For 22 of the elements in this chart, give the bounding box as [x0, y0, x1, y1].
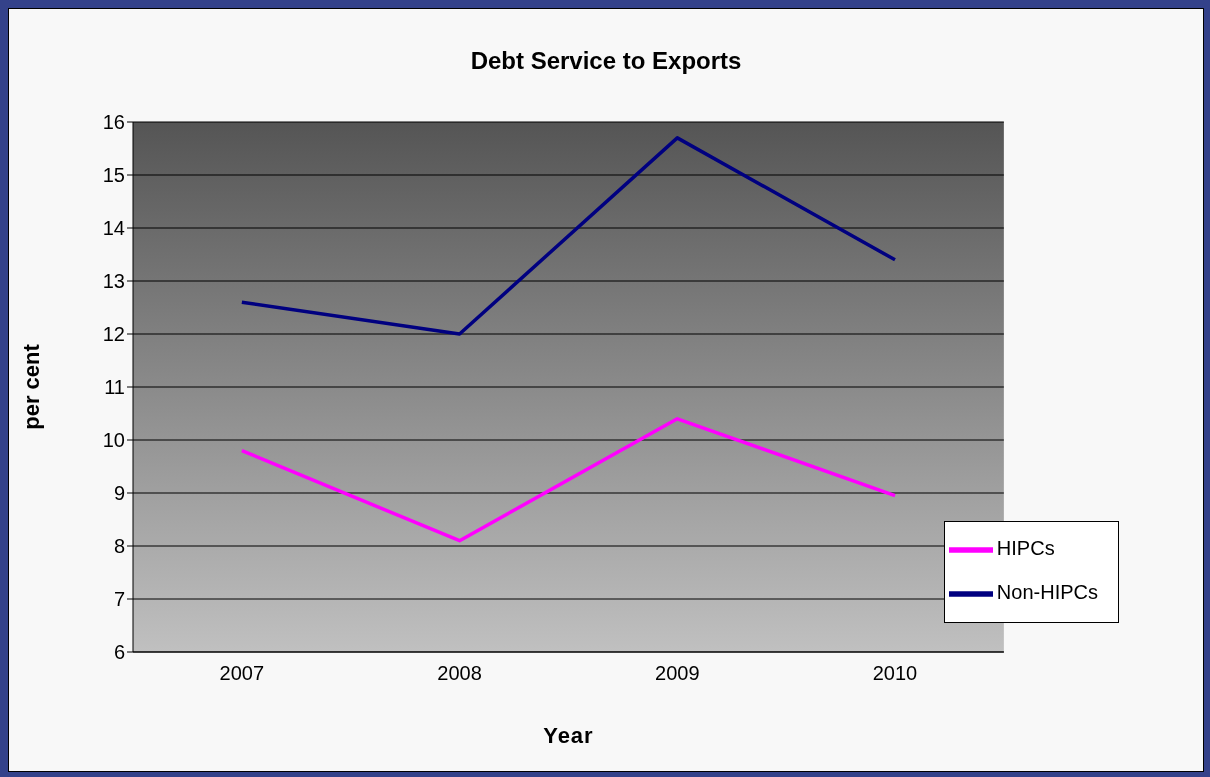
- y-tick-label: 14: [102, 217, 125, 240]
- y-tick-label: 15: [102, 164, 125, 187]
- y-tick-label: 12: [102, 323, 125, 346]
- chart-title: Debt Service to Exports: [469, 47, 743, 75]
- x-tick-label: 2009: [655, 662, 700, 685]
- y-tick-label: 8: [113, 535, 125, 558]
- y-axis-title: per cent: [18, 343, 44, 430]
- y-tick-label: 10: [102, 429, 125, 452]
- y-tick-label: 16: [102, 111, 125, 134]
- y-tick-label: 7: [113, 588, 125, 611]
- legend-label: Non-HIPCs: [996, 581, 1098, 604]
- y-tick-label: 13: [102, 270, 125, 293]
- x-tick-label: 2008: [437, 662, 482, 685]
- x-tick-label: 2010: [872, 662, 918, 685]
- legend-label: HIPCs: [996, 537, 1055, 560]
- y-tick-label: 9: [113, 482, 125, 505]
- line-series: [240, 417, 897, 543]
- x-tick-label: 2007: [219, 662, 265, 685]
- line-series: [240, 136, 897, 336]
- y-tick-label: 11: [104, 376, 125, 399]
- x-axis-title: Year: [543, 723, 594, 748]
- y-tick-label: 6: [113, 641, 125, 664]
